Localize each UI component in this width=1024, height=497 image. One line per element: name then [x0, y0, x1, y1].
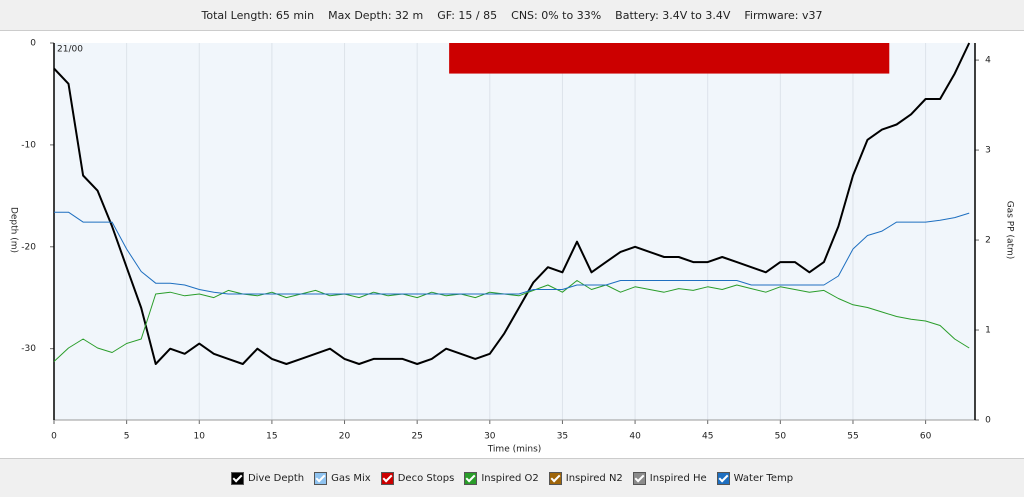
- annotation: 21/00: [57, 45, 83, 55]
- y-tick-label: -30: [21, 344, 36, 354]
- y2-tick-label: 4: [985, 56, 991, 66]
- checkbox[interactable]: [464, 471, 478, 485]
- legend-label: Inspired O2: [481, 472, 539, 484]
- x-tick-label: 35: [557, 432, 568, 442]
- legend-item[interactable]: Water Temp: [716, 471, 794, 485]
- y2-tick-label: 1: [985, 326, 991, 336]
- x-tick-label: 25: [411, 432, 422, 442]
- header: Total Length: 65 min Max Depth: 32 m GF: 1…: [0, 0, 1024, 31]
- header-item: Total Length: 65 min: [201, 8, 315, 22]
- series-line: [53, 42, 971, 365]
- y2-tick-label: 2: [985, 236, 991, 246]
- header-item: CNS: 0% to 33%: [511, 8, 602, 22]
- y2-tick-label: 3: [985, 146, 991, 156]
- x-tick-label: 0: [51, 432, 57, 442]
- legend-item[interactable]: Dive Depth: [230, 471, 305, 485]
- legend: Dive Depth Gas Mix Deco Stops Inspired O2 In…: [0, 458, 1024, 497]
- x-tick-label: 5: [124, 432, 130, 442]
- header-item: Firmware: v37: [744, 8, 823, 22]
- y2-axis-label: Gas PP (atm): [1005, 201, 1015, 260]
- header-item: Max Depth: 32 m: [328, 8, 424, 22]
- checkbox[interactable]: [548, 471, 562, 485]
- legend-item[interactable]: Inspired N2: [548, 471, 623, 485]
- deco-stop: [449, 43, 890, 74]
- y-tick-label: -10: [21, 140, 36, 150]
- checkbox[interactable]: [716, 471, 730, 485]
- y-tick-label: 0: [30, 39, 36, 49]
- x-tick-label: 15: [266, 432, 277, 442]
- y-axis-label: Depth (m): [9, 207, 19, 253]
- x-tick-label: 45: [702, 432, 713, 442]
- legend-item[interactable]: Inspired O2: [464, 471, 539, 485]
- x-tick-label: 30: [484, 432, 496, 442]
- x-tick-label: 50: [775, 432, 787, 442]
- header-item: Battery: 3.4V to 3.4V: [615, 8, 731, 22]
- checkbox[interactable]: [230, 471, 244, 485]
- y-tick-label: -20: [21, 242, 36, 252]
- legend-item[interactable]: Gas Mix: [314, 471, 371, 485]
- series-line: [53, 280, 970, 362]
- x-tick-label: 55: [847, 432, 858, 442]
- x-tick-label: 20: [339, 432, 351, 442]
- x-tick-label: 10: [194, 432, 206, 442]
- x-tick-label: 40: [629, 432, 641, 442]
- y2-tick-label: 0: [985, 416, 991, 426]
- legend-label: Water Temp: [733, 472, 794, 484]
- series-line: [54, 211, 970, 295]
- checkbox[interactable]: [380, 471, 394, 485]
- plot-background: [54, 43, 975, 420]
- x-axis-label: Time (mins): [487, 445, 542, 455]
- legend-label: Inspired N2: [565, 472, 623, 484]
- x-tick-label: 60: [920, 432, 932, 442]
- legend-label: Deco Stops: [397, 472, 455, 484]
- checkbox[interactable]: [314, 471, 328, 485]
- legend-label: Dive Depth: [247, 472, 305, 484]
- checkbox[interactable]: [632, 471, 646, 485]
- legend-item[interactable]: Deco Stops: [380, 471, 455, 485]
- legend-label: Gas Mix: [331, 472, 371, 484]
- legend-label: Inspired He: [649, 472, 707, 484]
- header-item: GF: 15 / 85: [437, 8, 498, 22]
- legend-item[interactable]: Inspired He: [632, 471, 707, 485]
